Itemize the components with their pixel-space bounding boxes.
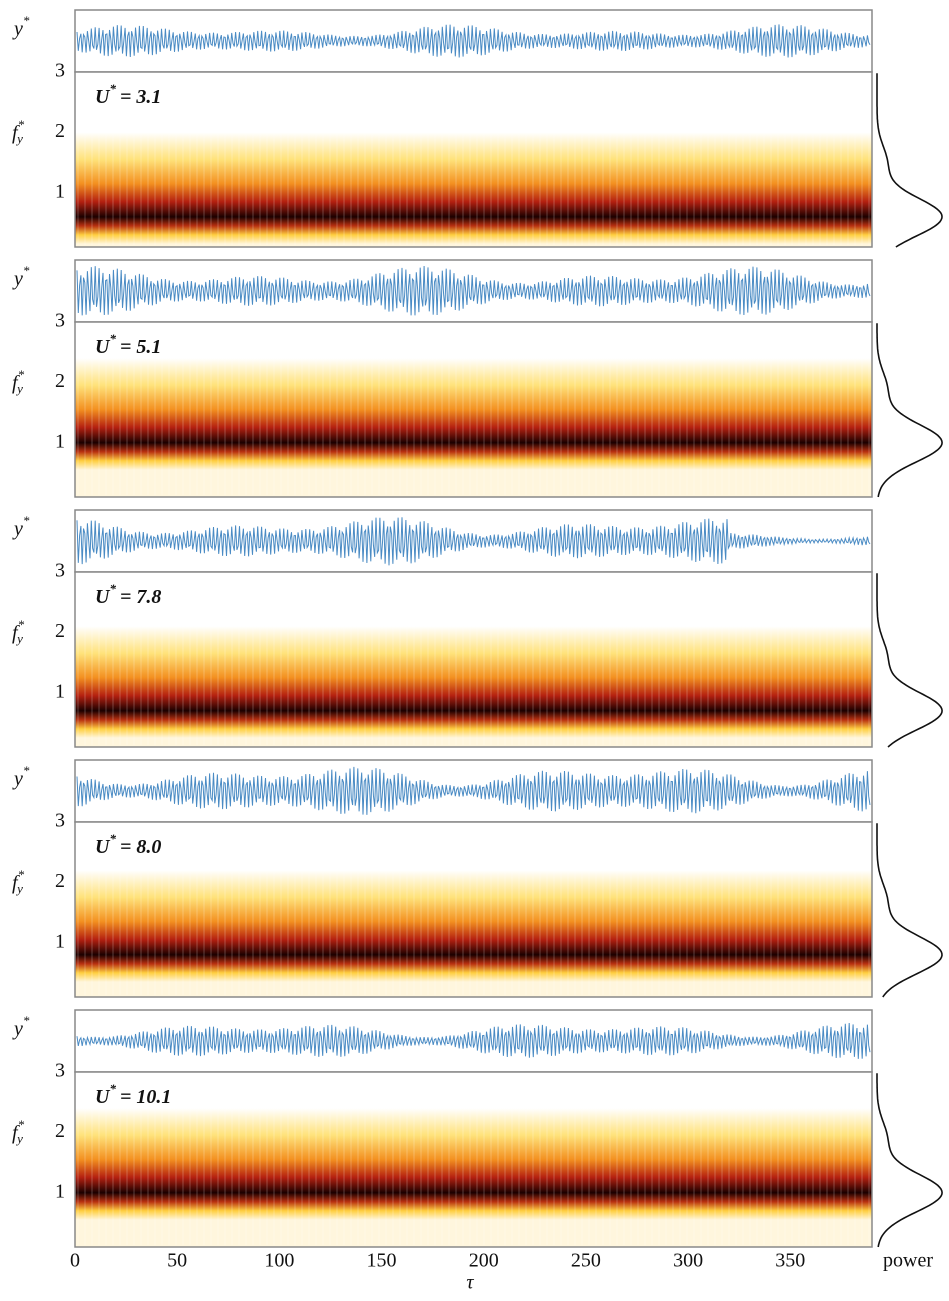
spectrogram [74, 571, 873, 748]
f-axis-label: f* y [12, 617, 25, 646]
y-tick-label: 3 [55, 560, 65, 582]
y-tick-label: 2 [55, 1120, 65, 1142]
y-axis-label: y* [12, 763, 30, 790]
y-axis-label: y* [12, 513, 30, 540]
panel-label: U* = 5.1 [95, 331, 161, 358]
y-axis-label: y* [12, 1013, 30, 1040]
spectrogram [74, 1071, 873, 1248]
label-base: y [12, 1018, 23, 1040]
y-axis-label: y* [12, 13, 30, 40]
label-sub: y [15, 881, 23, 896]
spectrogram [74, 821, 873, 998]
label-base: y [12, 768, 23, 790]
label-sup: * [18, 867, 25, 882]
x-tick-label: 0 [70, 1250, 80, 1272]
y-tick-label: 3 [55, 1060, 65, 1082]
label-sup: * [18, 617, 25, 632]
x-tick-label: 150 [367, 1250, 397, 1272]
label-sub: y [15, 131, 23, 146]
signal-trace [76, 265, 871, 316]
label-base: U [95, 86, 111, 108]
label-rest: = 5.1 [120, 336, 161, 358]
label-sup: * [109, 831, 116, 846]
label-sup: * [23, 1013, 30, 1028]
label-sub: y [15, 631, 23, 646]
label-base: U [95, 1086, 111, 1108]
x-tick-label: 100 [264, 1250, 294, 1272]
power-label: power [883, 1250, 933, 1272]
label-sub: y [15, 1131, 23, 1146]
label-sup: * [109, 81, 116, 96]
signal-trace [76, 24, 871, 58]
y-tick-label: 3 [55, 810, 65, 832]
power-curve [876, 823, 943, 998]
label-rest: = 8.0 [120, 836, 161, 858]
label-sup: * [18, 367, 25, 382]
y-tick-label: 1 [55, 1180, 65, 1202]
label-sup: * [23, 513, 30, 528]
label-base: y [12, 518, 23, 540]
y-tick-label: 1 [55, 930, 65, 952]
f-axis-label: f* y [12, 117, 25, 146]
y-tick-label: 1 [55, 680, 65, 702]
y-axis-label: y* [12, 263, 30, 290]
x-axis-label: τ [466, 1272, 474, 1294]
x-tick-label: 300 [673, 1250, 703, 1272]
label-base: y [12, 268, 23, 290]
f-axis-label: f* y [12, 367, 25, 396]
label-base: f [12, 622, 20, 644]
spectrogram [74, 321, 873, 498]
f-axis-label: f* y [12, 1117, 25, 1146]
label-rest: = 10.1 [120, 1086, 171, 1108]
x-tick-label: 200 [469, 1250, 499, 1272]
label-sup: * [109, 581, 116, 596]
label-rest: = 7.8 [120, 586, 161, 608]
label-sup: * [109, 1081, 116, 1096]
y-tick-label: 1 [55, 430, 65, 452]
power-curve [876, 573, 943, 748]
label-base: U [95, 836, 111, 858]
label-sup: * [18, 117, 25, 132]
label-sup: * [23, 763, 30, 778]
f-axis-label: f* y [12, 867, 25, 896]
label-sup: * [109, 331, 116, 346]
power-curve [876, 1073, 943, 1248]
label-base: f [12, 1122, 20, 1144]
label-base: f [12, 372, 20, 394]
x-tick-label: 50 [167, 1250, 187, 1272]
label-sup: * [23, 263, 30, 278]
y-tick-label: 1 [55, 180, 65, 202]
y-tick-label: 3 [55, 310, 65, 332]
label-base: f [12, 872, 20, 894]
label-base: y [12, 18, 23, 40]
y-tick-label: 3 [55, 60, 65, 82]
signal-trace [76, 766, 871, 815]
label-sup: * [18, 1117, 25, 1132]
y-tick-label: 2 [55, 870, 65, 892]
label-base: U [95, 336, 111, 358]
label-sub: y [15, 381, 23, 396]
signal-trace [76, 1022, 871, 1059]
power-curve [876, 73, 943, 248]
power-curve [876, 323, 943, 498]
panel-label: U* = 10.1 [95, 1081, 171, 1108]
label-base: U [95, 586, 111, 608]
x-tick-label: 350 [775, 1250, 805, 1272]
label-rest: = 3.1 [120, 86, 161, 108]
spectrogram [74, 71, 873, 248]
signal-trace [76, 517, 871, 566]
label-sup: * [23, 13, 30, 28]
x-tick-label: 250 [571, 1250, 601, 1272]
panel-label: U* = 8.0 [95, 831, 161, 858]
panel-label: U* = 3.1 [95, 81, 161, 108]
y-tick-label: 2 [55, 620, 65, 642]
label-base: f [12, 122, 20, 144]
y-tick-label: 2 [55, 120, 65, 142]
y-tick-label: 2 [55, 370, 65, 392]
panel-label: U* = 7.8 [95, 581, 161, 608]
